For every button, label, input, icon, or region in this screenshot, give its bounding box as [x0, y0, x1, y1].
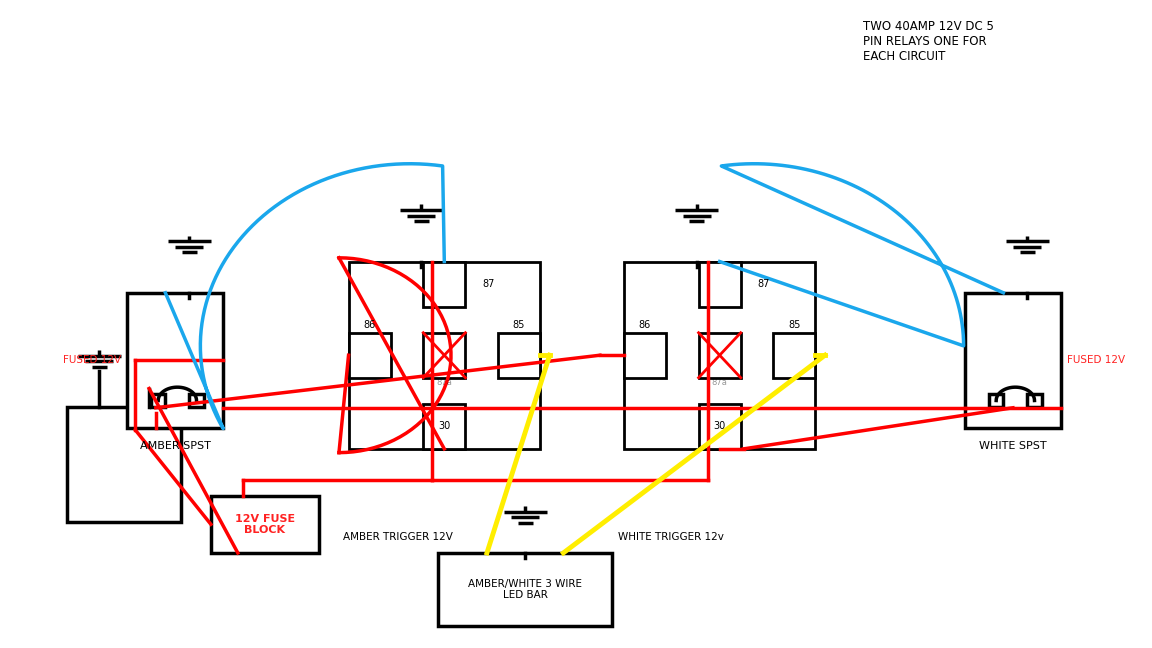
Bar	[423, 262, 465, 307]
Bar	[1028, 394, 1041, 407]
Bar	[211, 496, 319, 553]
Bar	[698, 404, 741, 449]
Text: WHITE SPST: WHITE SPST	[979, 441, 1047, 450]
Bar	[151, 394, 166, 407]
Text: FUSED 12V: FUSED 12V	[63, 355, 121, 365]
Bar	[189, 394, 204, 407]
Bar	[423, 332, 465, 378]
Text: AMBER/WHITE 3 WIRE
LED BAR: AMBER/WHITE 3 WIRE LED BAR	[468, 579, 582, 600]
Bar	[349, 332, 391, 378]
Bar	[349, 262, 540, 449]
Bar	[67, 407, 181, 522]
Text: 85: 85	[788, 319, 801, 330]
Bar	[698, 332, 741, 378]
Bar	[498, 332, 540, 378]
Text: 87a: 87a	[437, 378, 453, 387]
Bar	[773, 332, 816, 378]
Bar	[990, 394, 1003, 407]
Text: 86: 86	[364, 319, 376, 330]
Text: 87: 87	[483, 279, 494, 289]
Text: 12V FUSE
BLOCK: 12V FUSE BLOCK	[235, 513, 295, 535]
Text: 87: 87	[758, 279, 770, 289]
Text: FUSED 12V: FUSED 12V	[1067, 355, 1126, 365]
Bar	[624, 332, 666, 378]
Bar	[423, 404, 465, 449]
Text: WHITE TRIGGER 12v: WHITE TRIGGER 12v	[617, 532, 723, 542]
Bar	[127, 293, 222, 428]
Text: 30: 30	[713, 421, 726, 432]
Text: 30: 30	[438, 421, 450, 432]
Bar	[624, 262, 816, 449]
Text: 85: 85	[513, 319, 525, 330]
Text: AMBER TRIGGER 12V: AMBER TRIGGER 12V	[342, 532, 453, 542]
Text: TWO 40AMP 12V DC 5
PIN RELAYS ONE FOR
EACH CIRCUIT: TWO 40AMP 12V DC 5 PIN RELAYS ONE FOR EA…	[863, 20, 994, 63]
Text: AMBER SPST: AMBER SPST	[139, 441, 211, 450]
Bar	[438, 553, 612, 626]
Bar	[698, 262, 741, 307]
Text: 86: 86	[639, 319, 651, 330]
Bar	[965, 293, 1061, 428]
Text: 87a: 87a	[712, 378, 728, 387]
